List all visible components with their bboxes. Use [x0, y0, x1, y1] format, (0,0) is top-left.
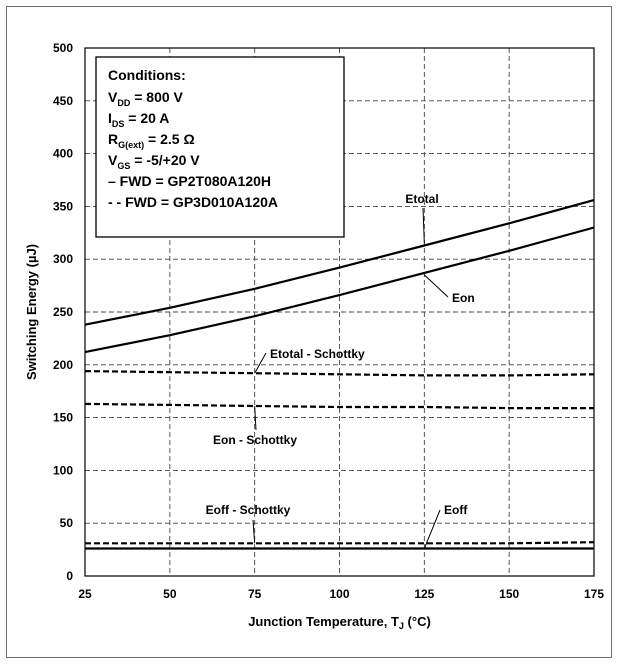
conditions-line: - - FWD = GP3D010A120A — [108, 194, 278, 210]
y-tick-label: 350 — [53, 199, 73, 213]
y-tick-label: 100 — [53, 463, 73, 477]
y-tick-label: 400 — [53, 147, 73, 161]
x-tick-label: 25 — [78, 587, 92, 601]
y-tick-label: 450 — [53, 94, 73, 108]
chart-frame — [6, 6, 612, 658]
series-line-2 — [84, 370, 595, 377]
plot-area-border — [84, 47, 595, 577]
conditions-box — [95, 56, 345, 238]
x-tick-label: 50 — [163, 587, 177, 601]
conditions-line: – FWD = GP2T080A120H — [108, 173, 271, 189]
annotation-label: Eoff - Schottky — [206, 503, 291, 517]
series-line-1 — [84, 226, 595, 354]
annotation-leader — [254, 352, 267, 374]
annotation-leader — [252, 519, 256, 544]
y-tick-label: 500 — [53, 41, 73, 55]
annotation-label: Etotal — [405, 192, 438, 206]
x-tick-label: 150 — [499, 587, 519, 601]
series-line-4 — [85, 541, 595, 545]
conditions-line: VGS = -5/+20 V — [108, 152, 200, 171]
y-tick-label: 150 — [53, 411, 73, 425]
x-tick-label: 75 — [248, 587, 262, 601]
annotation-leader — [423, 509, 441, 549]
series-line-3 — [84, 402, 594, 410]
annotation-leader — [422, 207, 425, 244]
y-tick-label: 0 — [66, 569, 73, 583]
annotation-label: Eon - Schottky — [213, 433, 297, 447]
y-tick-label: 50 — [60, 516, 74, 530]
y-tick-label: 250 — [53, 305, 73, 319]
x-axis-title: Junction Temperature, TJ (°C) — [248, 614, 431, 631]
x-tick-label: 125 — [414, 587, 434, 601]
annotation-leader — [423, 274, 449, 298]
y-tick-label: 200 — [53, 358, 73, 372]
x-tick-label: 175 — [584, 587, 604, 601]
conditions-title: Conditions: — [108, 67, 186, 83]
y-tick-label: 300 — [53, 252, 73, 266]
series-line-0 — [84, 199, 595, 326]
annotation-label: Eon — [452, 291, 475, 305]
y-axis-title: Switching Energy (µJ) — [24, 244, 39, 380]
x-tick-label: 100 — [329, 587, 349, 601]
annotation-label: Etotal - Schottky — [270, 347, 365, 361]
annotation-leader — [254, 405, 257, 431]
annotation-label: Eoff — [444, 503, 468, 517]
